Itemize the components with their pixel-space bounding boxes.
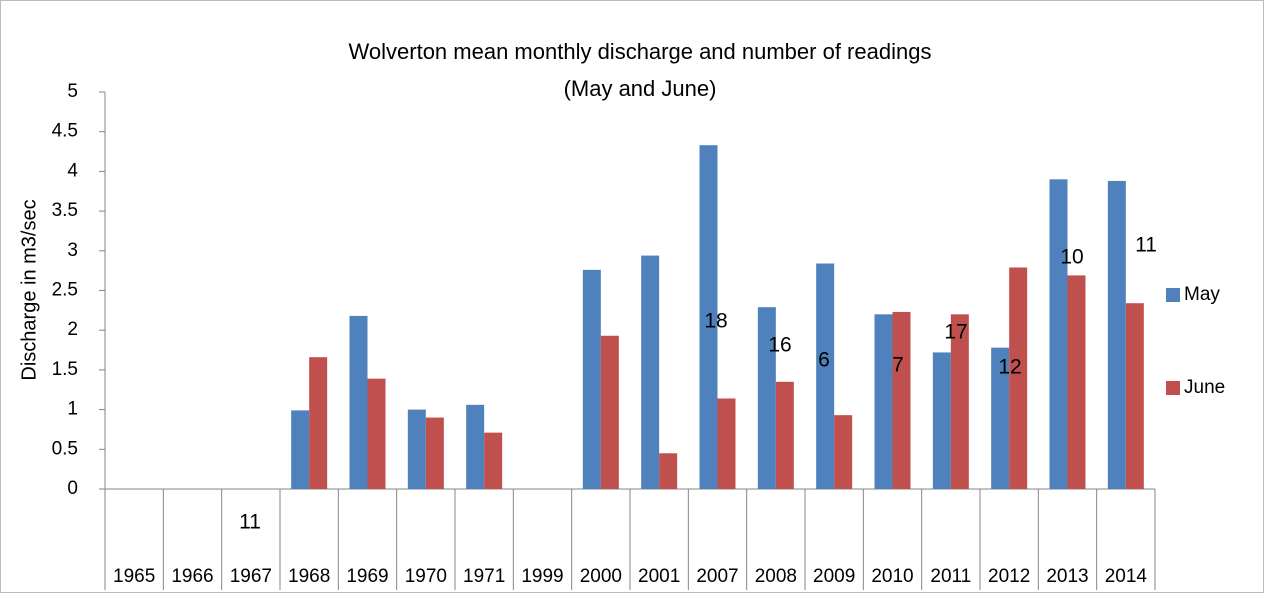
annotation: 10	[1060, 246, 1083, 269]
bar	[600, 335, 619, 489]
y-axis-label: Discharge in m3/sec	[18, 199, 40, 380]
bar	[1125, 303, 1144, 489]
bar	[367, 378, 386, 489]
bar	[1009, 267, 1028, 489]
bar	[484, 432, 503, 489]
x-tick-label: 1970	[405, 566, 447, 587]
x-tick-label: 2012	[988, 566, 1030, 587]
x-tick-label: 2001	[638, 566, 680, 587]
chart-subtitle: (May and June)	[564, 76, 717, 101]
bar	[641, 255, 660, 489]
x-tick-label: 2014	[1105, 566, 1148, 587]
x-tick-label: 1968	[288, 566, 330, 587]
x-tick-label: 1967	[230, 566, 272, 587]
y-tick-label: 4	[67, 160, 78, 181]
x-tick-label: 2011	[930, 566, 971, 587]
bar	[1049, 179, 1068, 489]
y-tick-label: 4.5	[52, 121, 78, 142]
annotation: 16	[768, 334, 791, 357]
bar	[717, 398, 736, 489]
x-tick-label: 2013	[1046, 566, 1088, 587]
bar	[834, 415, 853, 489]
y-tick-label: 3	[67, 240, 78, 261]
y-tick-label: 1	[67, 399, 78, 420]
bar	[309, 357, 328, 489]
bar	[466, 404, 485, 489]
bar	[425, 417, 444, 489]
bar	[1107, 180, 1126, 490]
annotation: 17	[944, 321, 967, 344]
legend-swatch	[1166, 288, 1180, 302]
bar	[582, 269, 601, 489]
bar	[291, 410, 310, 489]
annotation: 6	[818, 349, 830, 372]
bar	[659, 453, 678, 489]
y-tick-label: 5	[67, 81, 78, 102]
bar	[950, 314, 969, 489]
annotation: 12	[998, 356, 1021, 379]
y-tick-label: 3.5	[52, 200, 78, 221]
annotation: 11	[239, 511, 261, 534]
x-tick-label: 2007	[696, 566, 738, 587]
bar	[991, 347, 1010, 489]
bar	[699, 145, 718, 489]
legend-label: June	[1184, 377, 1225, 398]
bar	[1067, 275, 1086, 489]
x-tick-label: 2000	[580, 566, 622, 587]
bar	[407, 409, 426, 489]
annotation: 7	[892, 354, 904, 377]
bar	[874, 314, 893, 489]
x-tick-label: 1966	[171, 566, 213, 587]
bar	[349, 315, 368, 489]
y-tick-label: 0	[67, 478, 78, 499]
x-tick-label: 1969	[346, 566, 388, 587]
chart-title: Wolverton mean monthly discharge and num…	[349, 39, 932, 64]
x-tick-label: 1971	[463, 566, 505, 587]
x-tick-label: 2010	[871, 566, 913, 587]
bar	[775, 381, 794, 489]
x-tick-label: 2008	[755, 566, 797, 587]
bar	[892, 311, 911, 489]
y-tick-label: 1.5	[52, 359, 78, 380]
annotation: 18	[704, 310, 727, 333]
legend-label: May	[1184, 284, 1220, 305]
bar	[816, 263, 835, 489]
y-tick-label: 2	[67, 319, 78, 340]
bar	[757, 307, 776, 489]
x-tick-label: 2009	[813, 566, 855, 587]
x-tick-label: 1999	[521, 566, 563, 587]
legend-swatch	[1166, 381, 1180, 395]
bar	[932, 352, 951, 489]
y-tick-label: 0.5	[52, 438, 78, 459]
y-tick-label: 2.5	[52, 280, 78, 301]
x-tick-label: 1965	[113, 566, 155, 587]
annotation: 11	[1135, 234, 1157, 257]
